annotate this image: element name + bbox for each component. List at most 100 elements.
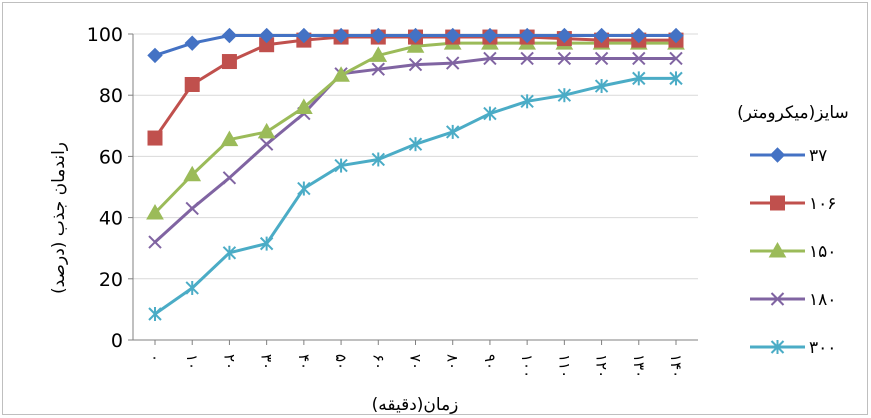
data-point bbox=[297, 181, 311, 196]
data-point bbox=[632, 71, 646, 86]
y-tick-label: 20 bbox=[99, 269, 123, 291]
legend-marker bbox=[770, 292, 785, 306]
data-point bbox=[183, 165, 202, 182]
data-point bbox=[146, 204, 164, 220]
data-point bbox=[147, 130, 163, 146]
data-point bbox=[222, 245, 237, 260]
series-۳۷ bbox=[147, 27, 684, 64]
data-point bbox=[334, 158, 348, 173]
axes: 0 20 40 60 80 100 ۰ ۱۰ ۲۰ ۳۰ ۴۰ ۵۰ ۶۰ ۷۰ ۸۰ ۹۰ ۱۰۰ ۱۱۰ ۱۲۰… bbox=[87, 24, 698, 378]
data-point bbox=[221, 54, 237, 70]
y-tick-label: 100 bbox=[87, 24, 123, 46]
x-tick-label: ۹۰ bbox=[481, 354, 499, 370]
legend-label: ۱۵۰ bbox=[809, 242, 836, 262]
data-point bbox=[445, 27, 461, 44]
data-point bbox=[519, 27, 535, 44]
legend-item: ۳۷ bbox=[750, 146, 827, 166]
x-tick-label: ۱۳۰ bbox=[630, 354, 648, 378]
legend-item: ۱۵۰ bbox=[750, 241, 836, 262]
data-point bbox=[668, 27, 684, 44]
marker-stroke bbox=[185, 201, 199, 216]
legend-item: ۱۸۰ bbox=[750, 290, 836, 310]
marker-stroke bbox=[520, 51, 534, 66]
legend-label: ۳۰۰ bbox=[809, 338, 836, 358]
legend-title: سایز(میکرومتر) bbox=[737, 103, 849, 123]
data-point bbox=[557, 51, 572, 66]
data-point bbox=[148, 306, 162, 321]
data-point bbox=[520, 51, 534, 66]
x-tick-label: ۱۱۰ bbox=[555, 354, 573, 378]
marker-stroke bbox=[259, 137, 274, 151]
data-point bbox=[221, 27, 238, 44]
marker-stroke bbox=[669, 51, 683, 66]
data-point bbox=[147, 47, 163, 64]
data-point bbox=[294, 98, 313, 114]
data-point bbox=[185, 280, 199, 295]
x-tick-label: ۱۰ bbox=[183, 354, 201, 370]
data-point bbox=[259, 236, 274, 251]
data-point bbox=[669, 71, 683, 86]
y-tick-label: 40 bbox=[99, 208, 123, 230]
data-point bbox=[408, 57, 423, 72]
legend-marker bbox=[768, 241, 787, 258]
plot-series bbox=[146, 27, 685, 321]
data-point bbox=[483, 51, 497, 66]
x-tick-label: ۶۰ bbox=[369, 354, 387, 370]
x-tick-label: ۱۲۰ bbox=[593, 354, 611, 378]
marker-stroke bbox=[594, 51, 609, 66]
legend-marker bbox=[769, 147, 786, 163]
y-tick-label: 80 bbox=[99, 85, 123, 107]
legend-item: ۱۰۶ bbox=[750, 194, 836, 214]
marker-stroke bbox=[222, 171, 237, 185]
legend-label: ۳۷ bbox=[809, 146, 827, 166]
marker-stroke bbox=[632, 51, 646, 66]
marker-stroke bbox=[446, 56, 460, 70]
data-point bbox=[259, 137, 274, 151]
y-tick-label: 60 bbox=[99, 146, 123, 168]
legend-label: ۱۸۰ bbox=[809, 290, 836, 310]
x-tick-label: ۸۰ bbox=[444, 354, 462, 370]
data-point bbox=[407, 27, 424, 44]
data-point bbox=[184, 76, 200, 92]
y-tick-label: 0 bbox=[111, 330, 123, 352]
data-point bbox=[446, 124, 460, 139]
y-axis-title: راندمان جذب (درصد) bbox=[49, 142, 69, 294]
data-point bbox=[296, 27, 312, 44]
data-point bbox=[258, 27, 275, 44]
data-point bbox=[593, 27, 610, 44]
legend-item: ۳۰۰ bbox=[750, 338, 836, 358]
data-point bbox=[669, 51, 683, 66]
data-point bbox=[371, 62, 385, 76]
x-tick-label: ۲۰ bbox=[220, 354, 238, 370]
data-point bbox=[446, 56, 460, 70]
data-point bbox=[333, 27, 349, 44]
x-tick-label: ۱۰۰ bbox=[518, 354, 536, 378]
data-point bbox=[632, 51, 646, 66]
data-point bbox=[557, 88, 572, 103]
legend: ۳۷ ۱۰۶ ۱۵۰ ۱۸۰ ۳۰۰ bbox=[750, 146, 836, 358]
data-point bbox=[222, 171, 237, 185]
data-point bbox=[408, 137, 423, 152]
data-point bbox=[483, 106, 497, 121]
data-point bbox=[370, 27, 386, 44]
series-۳۰۰ bbox=[148, 71, 683, 321]
data-point bbox=[520, 94, 534, 109]
data-point bbox=[257, 122, 276, 139]
data-point bbox=[185, 201, 199, 216]
x-tick-label: ۱۴۰ bbox=[667, 354, 685, 378]
grid-lines bbox=[133, 33, 698, 280]
x-tick-label: ۰ bbox=[146, 354, 164, 362]
data-point bbox=[332, 66, 350, 82]
data-point bbox=[369, 46, 388, 62]
data-point bbox=[184, 35, 200, 51]
data-point bbox=[406, 37, 425, 53]
data-point bbox=[594, 79, 609, 94]
marker-stroke bbox=[557, 51, 572, 66]
marker-stroke bbox=[148, 235, 162, 249]
legend-label: ۱۰۶ bbox=[809, 194, 836, 214]
x-tick-label: ۴۰ bbox=[295, 354, 313, 370]
x-tick-label: ۵۰ bbox=[332, 354, 350, 370]
marker-stroke bbox=[483, 51, 497, 66]
